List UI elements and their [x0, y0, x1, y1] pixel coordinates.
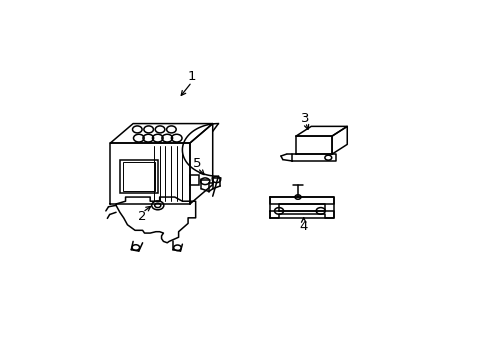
- Text: 4: 4: [299, 220, 307, 233]
- Bar: [120, 159, 158, 193]
- Text: 1: 1: [187, 70, 196, 83]
- Text: 5: 5: [193, 157, 202, 170]
- Bar: [189, 175, 199, 185]
- Bar: [122, 162, 154, 191]
- Text: 3: 3: [301, 112, 309, 125]
- Text: 2: 2: [138, 210, 146, 223]
